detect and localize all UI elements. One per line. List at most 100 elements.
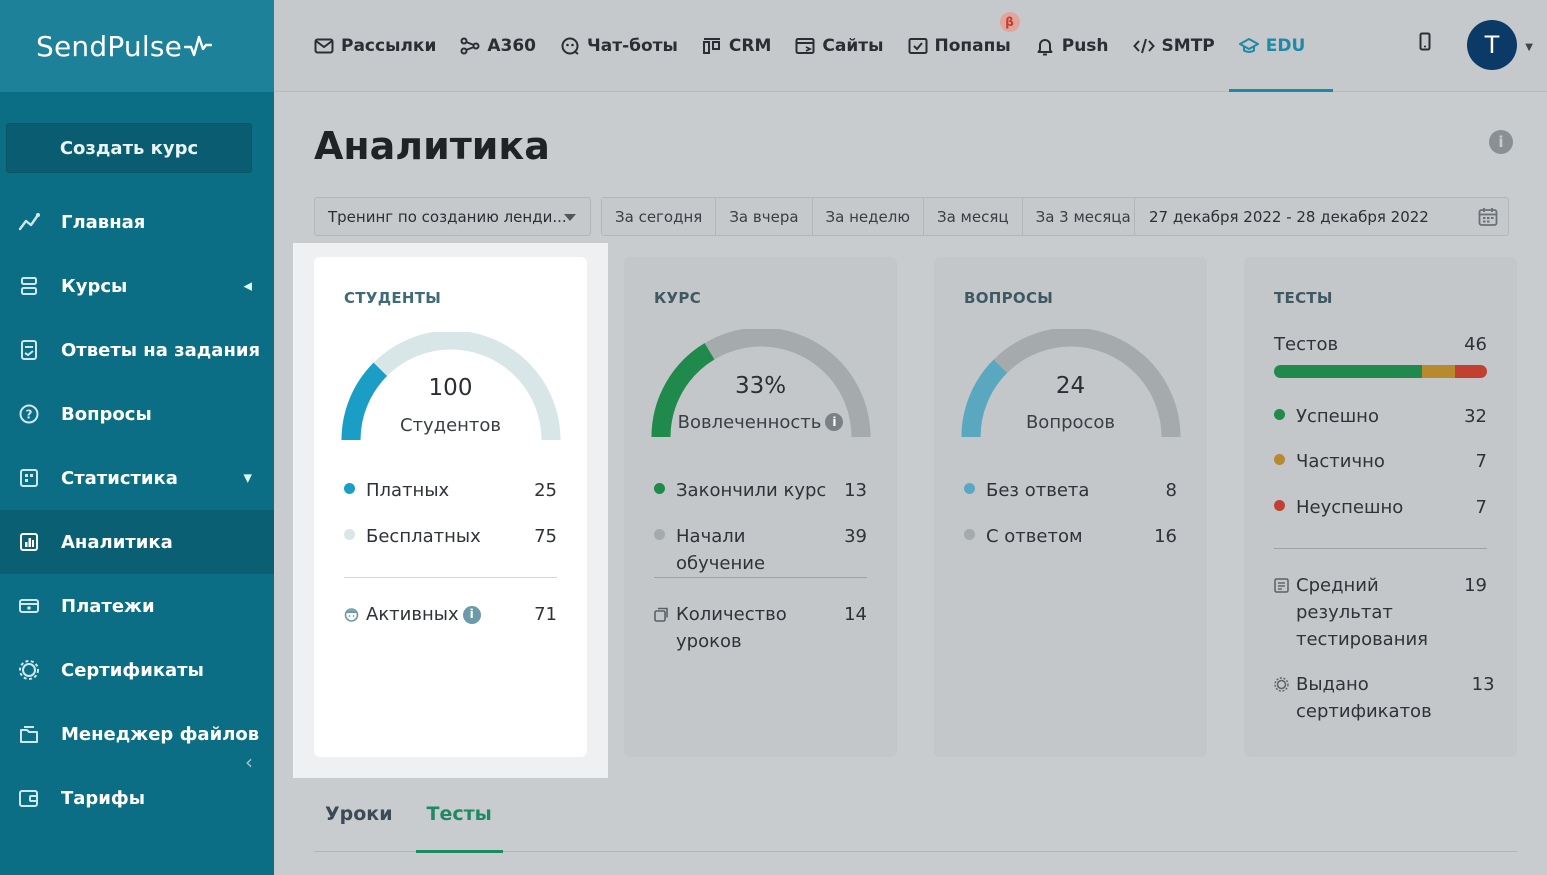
row-label: Средний результат тестирования — [1296, 575, 1429, 650]
lessons-icon — [654, 607, 669, 622]
files-icon — [18, 723, 40, 745]
legend-dot — [1274, 500, 1285, 511]
topnav-item-popups[interactable]: Попапы β — [908, 0, 1020, 92]
tests-total-row: Тестов 46 — [1274, 331, 1487, 358]
row-value: 13 — [1471, 674, 1495, 695]
period-3months-button[interactable]: За 3 месяца — [1022, 198, 1144, 235]
card-title: СТУДЕНТЫ — [344, 289, 442, 307]
topnav-item-mailings[interactable]: Рассылки — [314, 0, 436, 92]
topnav-item-edu[interactable]: EDU — [1228, 0, 1333, 92]
sidebar-item-questions[interactable]: ? Вопросы — [0, 382, 274, 446]
legend-dot — [964, 529, 975, 540]
topnav-label: CRM — [728, 36, 772, 56]
top-nav: Рассылки A360 Чат-боты CRM Сайты Попапы … — [314, 0, 1333, 92]
topnav-item-sites[interactable]: Сайты — [795, 0, 884, 92]
row-value: 75 — [534, 526, 557, 547]
row-label: Без ответа — [986, 480, 1090, 501]
sites-icon — [795, 37, 815, 55]
sidebar-item-statistics[interactable]: Статистика ▼ — [0, 446, 274, 510]
row-value: 46 — [1464, 334, 1487, 355]
row-label: Тестов — [1274, 334, 1339, 355]
row-value: 8 — [1165, 480, 1177, 501]
sidebar-item-payments[interactable]: Платежи — [0, 574, 274, 638]
fail-row: Неуспешно 7 — [1274, 494, 1487, 521]
topnav-label: Сайты — [822, 36, 884, 56]
period-week-button[interactable]: За неделю — [812, 198, 924, 235]
legend-dot — [654, 483, 665, 494]
divider — [654, 577, 867, 578]
topnav-label: Чат-боты — [587, 36, 678, 56]
create-course-button[interactable]: Создать курс — [6, 123, 252, 173]
tab-tests[interactable]: Тесты — [415, 795, 504, 853]
tests-card: ТЕСТЫ Тестов 46 Успешно 32 Частично 7 Не… — [1244, 257, 1517, 757]
analytics-tabs: Уроки Тесты — [314, 795, 1517, 853]
sidebar-item-tariffs[interactable]: Тарифы — [0, 766, 274, 830]
legend-dot — [344, 529, 355, 540]
sidebar-item-label: Статистика — [61, 467, 178, 489]
period-month-button[interactable]: За месяц — [923, 198, 1023, 235]
calendar-icon[interactable] — [1478, 207, 1498, 231]
sidebar-item-label: Сертификаты — [61, 659, 204, 681]
row-label: С ответом — [986, 526, 1083, 547]
chevron-down-icon[interactable]: ▼ — [1525, 42, 1533, 53]
active-row: Активных i 71 — [344, 601, 557, 628]
sidebar-item-home[interactable]: Главная — [0, 190, 274, 254]
students-card: СТУДЕНТЫ 100 Студентов Платных 25 Беспла… — [314, 257, 587, 757]
period-today-button[interactable]: За сегодня — [602, 198, 717, 235]
sidebar-item-analytics[interactable]: Аналитика — [0, 510, 274, 574]
sidebar-item-certificates[interactable]: Сертификаты — [0, 638, 274, 702]
code-icon — [1132, 37, 1155, 55]
info-icon[interactable]: i — [1489, 130, 1513, 154]
mail-icon — [314, 37, 334, 55]
row-label: Успешно — [1296, 406, 1379, 427]
chart-line-icon — [18, 211, 40, 233]
gauge-label: Вопросов — [1025, 412, 1116, 433]
topnav-label: SMTP — [1161, 36, 1215, 56]
period-yesterday-button[interactable]: За вчера — [716, 198, 813, 235]
row-value: 14 — [844, 604, 867, 625]
period-buttons: За сегодня За вчера За неделю За месяц З… — [601, 197, 1145, 236]
answered-row: С ответом 16 — [964, 523, 1177, 550]
page-title: Аналитика — [314, 124, 550, 168]
gauge-value: 100 — [428, 375, 473, 401]
date-range-input[interactable]: 27 декабря 2022 - 28 декабря 2022 — [1134, 197, 1509, 236]
sidebar-item-label: Курсы — [61, 275, 128, 297]
topnav-item-chatbots[interactable]: Чат-боты — [560, 0, 678, 92]
sidebar-item-answers[interactable]: Ответы на задания — [0, 318, 274, 382]
legend-dot — [1274, 409, 1285, 420]
top-bar: Рассылки A360 Чат-боты CRM Сайты Попапы … — [274, 0, 1547, 92]
topnav-item-crm[interactable]: CRM — [702, 0, 771, 92]
courses-icon — [18, 275, 40, 297]
mobile-icon[interactable] — [1419, 32, 1431, 56]
card-title: КУРС — [654, 289, 702, 307]
topnav-item-push[interactable]: Push — [1035, 0, 1109, 92]
sendpulse-logo[interactable]: SendPulse — [36, 30, 213, 63]
collapse-sidebar-icon[interactable]: ‹ — [245, 750, 253, 774]
unanswered-row: Без ответа 8 — [964, 477, 1177, 504]
row-value: 13 — [844, 480, 867, 501]
tab-lessons[interactable]: Уроки — [325, 803, 393, 825]
topnav-item-smtp[interactable]: SMTP — [1132, 0, 1215, 92]
questions-gauge — [961, 329, 1181, 438]
sidebar-item-file-manager[interactable]: Менеджер файлов — [0, 702, 274, 766]
row-value: 71 — [534, 604, 557, 625]
avg-result-row: Средний результат тестирования 19 — [1274, 572, 1487, 653]
sidebar-item-label: Вопросы — [61, 403, 152, 425]
sidebar-item-label: Аналитика — [61, 531, 173, 553]
sidebar-item-courses[interactable]: Курсы ◀ — [0, 254, 274, 318]
topnav-label: A360 — [487, 36, 537, 56]
info-icon[interactable]: i — [825, 413, 844, 431]
legend-dot — [964, 483, 975, 494]
avatar[interactable]: T — [1467, 20, 1517, 70]
engagement-label: Вовлеченность — [677, 412, 822, 433]
row-label: Активных i — [366, 601, 527, 628]
tests-bar-success — [1274, 365, 1423, 378]
topnav-item-a360[interactable]: A360 — [460, 0, 536, 92]
info-icon[interactable]: i — [462, 605, 481, 624]
automation-icon — [460, 37, 480, 55]
chevron-left-icon: ◀ — [243, 279, 252, 293]
course-select-value: Тренинг по созданию ленди... — [328, 207, 567, 226]
row-label: Выдано сертификатов — [1296, 674, 1432, 722]
statistics-icon — [18, 467, 40, 489]
course-select[interactable]: Тренинг по созданию ленди... — [314, 197, 591, 236]
